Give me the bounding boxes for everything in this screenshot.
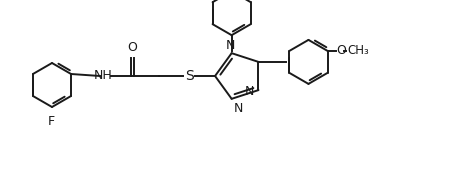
Text: O: O [336,44,346,57]
Text: F: F [47,115,55,128]
Text: O: O [127,41,137,54]
Text: CH₃: CH₃ [347,44,369,57]
Text: N: N [244,85,254,98]
Text: N: N [233,102,243,115]
Text: S: S [184,69,193,83]
Text: N: N [225,39,235,52]
Text: NH: NH [94,69,112,82]
